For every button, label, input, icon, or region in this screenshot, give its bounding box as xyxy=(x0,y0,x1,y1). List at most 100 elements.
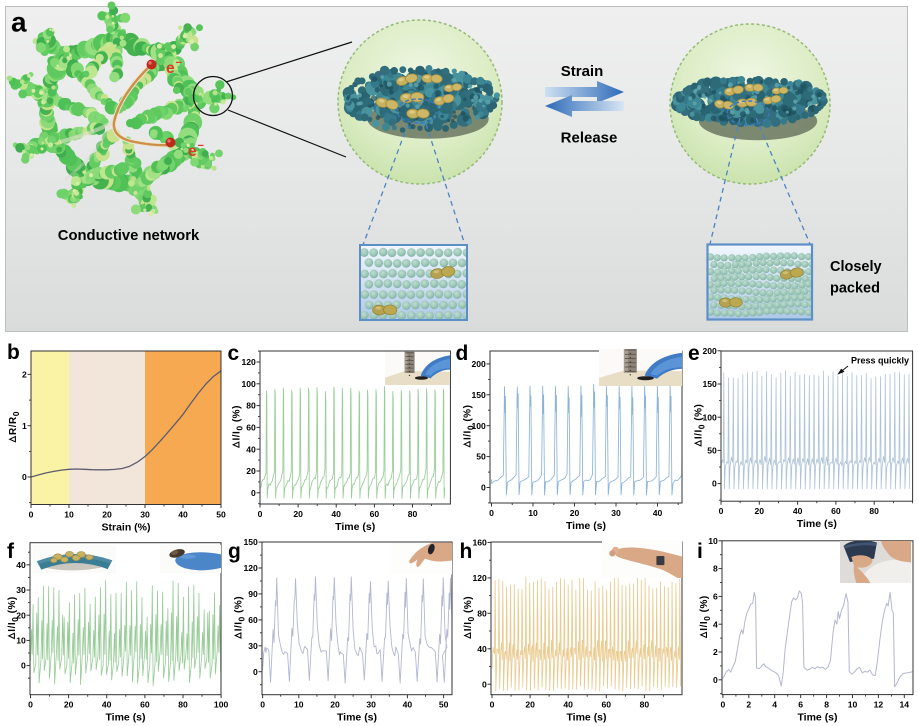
svg-text:I/I0 (%): I/I0 (%) xyxy=(232,405,245,440)
svg-text:100: 100 xyxy=(241,379,256,389)
svg-text:20: 20 xyxy=(16,610,26,620)
svg-text:i: i xyxy=(697,540,703,563)
svg-text:Time (s): Time (s) xyxy=(566,520,606,532)
svg-text:I/I0 (%): I/I0 (%) xyxy=(699,595,712,630)
svg-text:100: 100 xyxy=(471,421,486,431)
svg-text:20: 20 xyxy=(330,700,340,710)
svg-text:1: 1 xyxy=(22,421,27,431)
svg-text:20: 20 xyxy=(64,700,74,710)
svg-text:4: 4 xyxy=(772,699,777,709)
svg-text:Press quickly: Press quickly xyxy=(851,356,909,366)
svg-text:12: 12 xyxy=(874,699,884,709)
svg-text:100: 100 xyxy=(702,412,717,422)
svg-text:g: g xyxy=(228,540,241,563)
svg-text:−: − xyxy=(176,57,182,69)
svg-text:0: 0 xyxy=(721,699,726,709)
svg-text:8: 8 xyxy=(713,564,718,574)
svg-text:80: 80 xyxy=(178,700,188,710)
svg-text:4: 4 xyxy=(713,619,718,629)
svg-text:80: 80 xyxy=(408,509,418,519)
svg-text:20: 20 xyxy=(755,506,765,516)
svg-text:Release: Release xyxy=(561,130,618,147)
svg-text:2: 2 xyxy=(746,699,751,709)
svg-text:30: 30 xyxy=(366,700,376,710)
svg-text:0: 0 xyxy=(29,509,34,519)
svg-text:20: 20 xyxy=(102,509,112,519)
svg-text:60: 60 xyxy=(248,615,258,625)
svg-text:0: 0 xyxy=(719,506,724,516)
svg-text:10: 10 xyxy=(294,700,304,710)
svg-text:50: 50 xyxy=(476,452,486,462)
svg-text:50: 50 xyxy=(216,509,226,519)
svg-text:e: e xyxy=(188,143,197,160)
svg-text:150: 150 xyxy=(702,379,717,389)
svg-text:0: 0 xyxy=(481,483,486,493)
svg-text:0: 0 xyxy=(713,675,718,685)
svg-text:6: 6 xyxy=(713,592,718,602)
svg-text:f: f xyxy=(7,540,15,563)
svg-text:20: 20 xyxy=(525,700,535,710)
svg-text:Time (s): Time (s) xyxy=(797,518,837,530)
svg-text:10: 10 xyxy=(848,699,858,709)
svg-text:0: 0 xyxy=(28,700,33,710)
svg-text:20: 20 xyxy=(246,466,256,476)
svg-text:80: 80 xyxy=(477,608,487,618)
svg-text:c: c xyxy=(228,342,240,365)
svg-text:0: 0 xyxy=(260,700,265,710)
svg-text:60: 60 xyxy=(831,506,841,516)
svg-text:h: h xyxy=(460,540,473,563)
svg-text:0: 0 xyxy=(489,508,494,518)
svg-text:50: 50 xyxy=(707,446,717,456)
svg-text:0: 0 xyxy=(712,479,717,489)
svg-text:10: 10 xyxy=(708,536,718,546)
svg-text:d: d xyxy=(456,342,469,365)
svg-text:0: 0 xyxy=(253,667,258,677)
svg-text:0: 0 xyxy=(490,700,495,710)
svg-text:40: 40 xyxy=(16,560,26,570)
svg-text:8: 8 xyxy=(824,699,829,709)
svg-text:e: e xyxy=(166,60,175,77)
svg-text:Time (s): Time (s) xyxy=(566,712,606,724)
svg-text:120: 120 xyxy=(243,563,258,573)
svg-text:6: 6 xyxy=(798,699,803,709)
svg-text:0: 0 xyxy=(21,661,26,671)
svg-text:150: 150 xyxy=(471,390,486,400)
svg-text:I/I0 (%): I/I0 (%) xyxy=(463,405,476,440)
svg-text:40: 40 xyxy=(793,506,803,516)
svg-text:0: 0 xyxy=(22,472,27,482)
svg-text:20: 20 xyxy=(293,509,303,519)
svg-text:40: 40 xyxy=(102,700,112,710)
svg-text:160: 160 xyxy=(472,538,487,548)
svg-text:40: 40 xyxy=(477,644,487,654)
svg-text:b: b xyxy=(7,341,20,364)
svg-text:I/I0 (%): I/I0 (%) xyxy=(463,596,476,631)
svg-text:40: 40 xyxy=(246,444,256,454)
svg-text:200: 200 xyxy=(702,346,717,356)
svg-text:60: 60 xyxy=(246,423,256,433)
svg-text:10: 10 xyxy=(64,509,74,519)
svg-text:90: 90 xyxy=(248,589,258,599)
svg-text:Closely: Closely xyxy=(830,259,882,275)
svg-text:40: 40 xyxy=(178,509,188,519)
svg-text:20: 20 xyxy=(570,508,580,518)
svg-text:40: 40 xyxy=(563,700,573,710)
svg-text:0: 0 xyxy=(258,509,263,519)
svg-text:packed: packed xyxy=(830,281,880,297)
svg-text:120: 120 xyxy=(241,357,256,367)
svg-text:50: 50 xyxy=(439,700,449,710)
svg-text:30: 30 xyxy=(16,585,26,595)
svg-text:80: 80 xyxy=(246,401,256,411)
svg-text:40: 40 xyxy=(403,700,413,710)
svg-text:Strain: Strain xyxy=(561,63,604,80)
svg-text:30: 30 xyxy=(611,508,621,518)
svg-text:60: 60 xyxy=(602,700,612,710)
svg-text:Time (s): Time (s) xyxy=(797,712,837,724)
svg-text:150: 150 xyxy=(243,537,258,547)
svg-text:60: 60 xyxy=(140,700,150,710)
svg-text:2: 2 xyxy=(713,647,718,657)
svg-text:10: 10 xyxy=(528,508,538,518)
svg-text:Time (s): Time (s) xyxy=(335,521,375,533)
svg-text:30: 30 xyxy=(248,641,258,651)
svg-text:Time (s): Time (s) xyxy=(105,712,145,724)
svg-text:Conductive network: Conductive network xyxy=(58,228,200,244)
